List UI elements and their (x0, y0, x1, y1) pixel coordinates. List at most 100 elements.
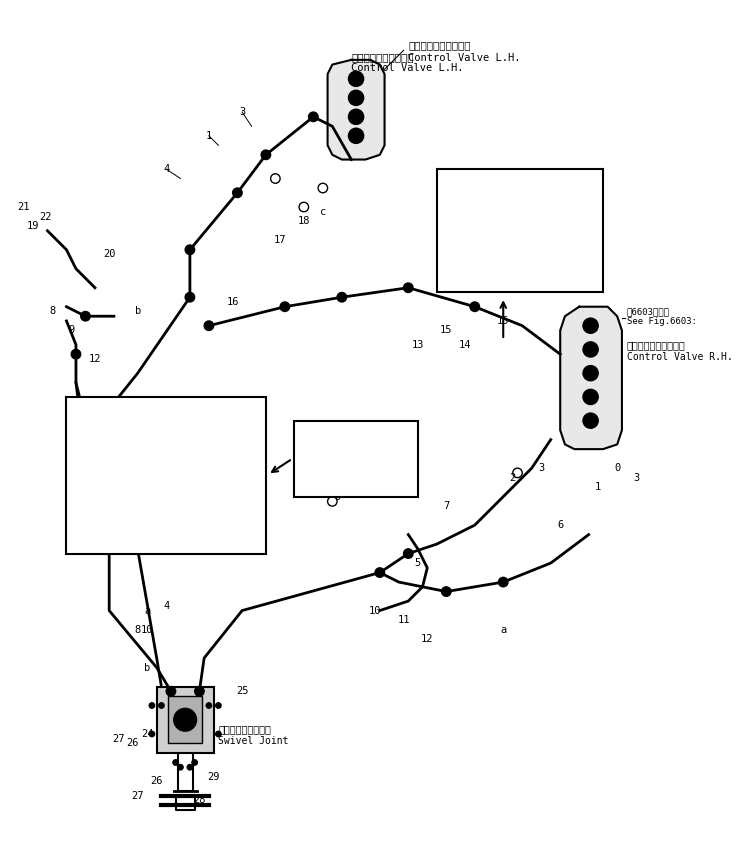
Circle shape (587, 370, 595, 377)
Text: 15: 15 (535, 230, 547, 241)
Circle shape (583, 390, 598, 404)
Circle shape (195, 687, 204, 696)
Text: 23: 23 (116, 473, 131, 482)
Text: Control Valve L.H.: Control Valve L.H. (408, 53, 521, 63)
Text: 15: 15 (440, 326, 453, 335)
Circle shape (166, 687, 175, 696)
Text: 28: 28 (193, 796, 206, 805)
Circle shape (149, 702, 154, 708)
Circle shape (337, 293, 347, 302)
Circle shape (173, 759, 178, 766)
Circle shape (216, 731, 222, 737)
Text: 3: 3 (538, 463, 545, 473)
Text: Swivel Joint: Swivel Joint (219, 735, 289, 746)
Circle shape (207, 323, 211, 328)
Text: 1: 1 (206, 131, 212, 141)
Circle shape (90, 444, 100, 454)
Circle shape (263, 152, 269, 157)
Circle shape (280, 302, 289, 312)
Text: See Fig.6603:: See Fig.6603: (76, 419, 152, 429)
Text: 27: 27 (131, 791, 144, 801)
Text: 8: 8 (134, 624, 141, 635)
Circle shape (187, 294, 192, 300)
Circle shape (185, 293, 195, 302)
Circle shape (311, 114, 316, 120)
Circle shape (527, 245, 536, 255)
Text: 3: 3 (339, 463, 345, 473)
Text: コントロールバルブ右: コントロールバルブ右 (627, 339, 686, 350)
Text: 8: 8 (49, 307, 55, 316)
Text: 適用号機: 適用号機 (446, 178, 470, 189)
Text: 16: 16 (226, 297, 239, 307)
Text: 0: 0 (334, 492, 340, 501)
Circle shape (352, 113, 360, 120)
Circle shape (204, 321, 213, 331)
Text: 14A: 14A (492, 249, 510, 260)
Text: 10: 10 (369, 605, 381, 616)
Text: 5: 5 (415, 558, 421, 568)
Circle shape (235, 191, 239, 195)
Circle shape (587, 417, 595, 424)
Circle shape (404, 549, 413, 559)
Text: コントロールバルブ左: コントロールバルブ左 (408, 41, 471, 50)
Text: 11: 11 (398, 615, 410, 625)
Circle shape (510, 232, 516, 239)
Text: 4: 4 (163, 164, 169, 174)
Circle shape (348, 71, 363, 87)
Text: 10: 10 (141, 624, 154, 635)
Text: 3: 3 (239, 107, 245, 117)
Circle shape (442, 587, 451, 597)
Circle shape (169, 688, 173, 694)
Text: Control Valve L.H.: Control Valve L.H. (351, 63, 464, 74)
Text: 12: 12 (89, 354, 101, 364)
Circle shape (206, 702, 212, 708)
Text: 29: 29 (207, 772, 220, 782)
Circle shape (352, 75, 360, 82)
Text: 7: 7 (443, 501, 449, 511)
Text: 14: 14 (459, 339, 471, 350)
Polygon shape (327, 60, 384, 159)
Circle shape (352, 94, 360, 101)
Circle shape (178, 765, 184, 770)
Circle shape (348, 109, 363, 125)
Circle shape (261, 150, 271, 159)
Circle shape (83, 313, 88, 319)
Text: 0: 0 (614, 463, 621, 473)
Circle shape (470, 302, 480, 312)
Text: 3: 3 (633, 473, 639, 482)
Circle shape (444, 589, 448, 594)
Circle shape (149, 731, 154, 737)
Text: b: b (134, 307, 141, 316)
Circle shape (583, 342, 598, 357)
Circle shape (159, 702, 164, 708)
Bar (295, 421, 418, 496)
Circle shape (187, 248, 192, 252)
Text: Serial No. 4867-: Serial No. 4867- (446, 190, 540, 200)
Text: c: c (320, 207, 326, 216)
Text: 15: 15 (497, 316, 510, 326)
Circle shape (192, 759, 198, 766)
Bar (168, 696, 202, 744)
Circle shape (185, 245, 195, 255)
Text: スイベルジョイント: スイベルジョイント (219, 724, 272, 734)
Circle shape (233, 188, 242, 197)
Circle shape (530, 248, 534, 252)
Circle shape (81, 416, 90, 425)
Bar (157, 687, 213, 753)
Text: コントロールバルブ左: コントロールバルブ左 (351, 52, 414, 61)
Circle shape (406, 286, 410, 290)
Circle shape (348, 90, 363, 106)
Circle shape (187, 765, 192, 770)
Circle shape (283, 304, 287, 309)
Circle shape (472, 304, 477, 309)
Text: 13: 13 (412, 339, 424, 350)
Circle shape (216, 702, 222, 708)
Text: a: a (144, 605, 150, 616)
Text: 20: 20 (103, 249, 116, 260)
Text: c: c (353, 482, 359, 492)
Text: Serial No. 4769-: Serial No. 4769- (76, 541, 170, 552)
Text: 17: 17 (274, 236, 286, 245)
Text: 4: 4 (163, 601, 169, 611)
Circle shape (583, 413, 598, 429)
Text: 12: 12 (421, 634, 433, 644)
